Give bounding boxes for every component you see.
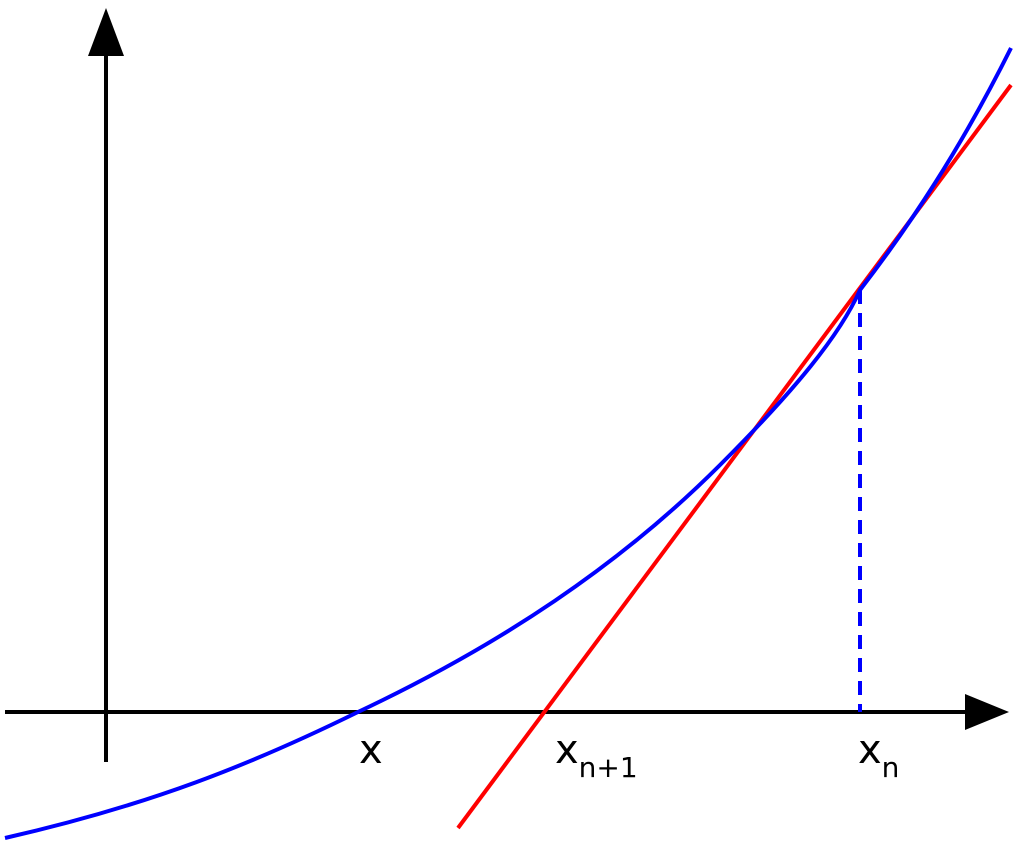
x-axis-arrow-icon bbox=[965, 694, 1009, 730]
next-iterate-label: xn+1 bbox=[555, 727, 638, 784]
y-axis-arrow-icon bbox=[88, 8, 124, 56]
current-iterate-label: xn bbox=[858, 727, 899, 784]
next-iterate-subscript: n+1 bbox=[579, 751, 638, 784]
current-iterate-base: x bbox=[858, 727, 882, 773]
root-label: x bbox=[359, 727, 383, 773]
next-iterate-base: x bbox=[555, 727, 579, 773]
current-iterate-subscript: n bbox=[882, 751, 900, 784]
function-curve bbox=[4, 47, 1013, 840]
